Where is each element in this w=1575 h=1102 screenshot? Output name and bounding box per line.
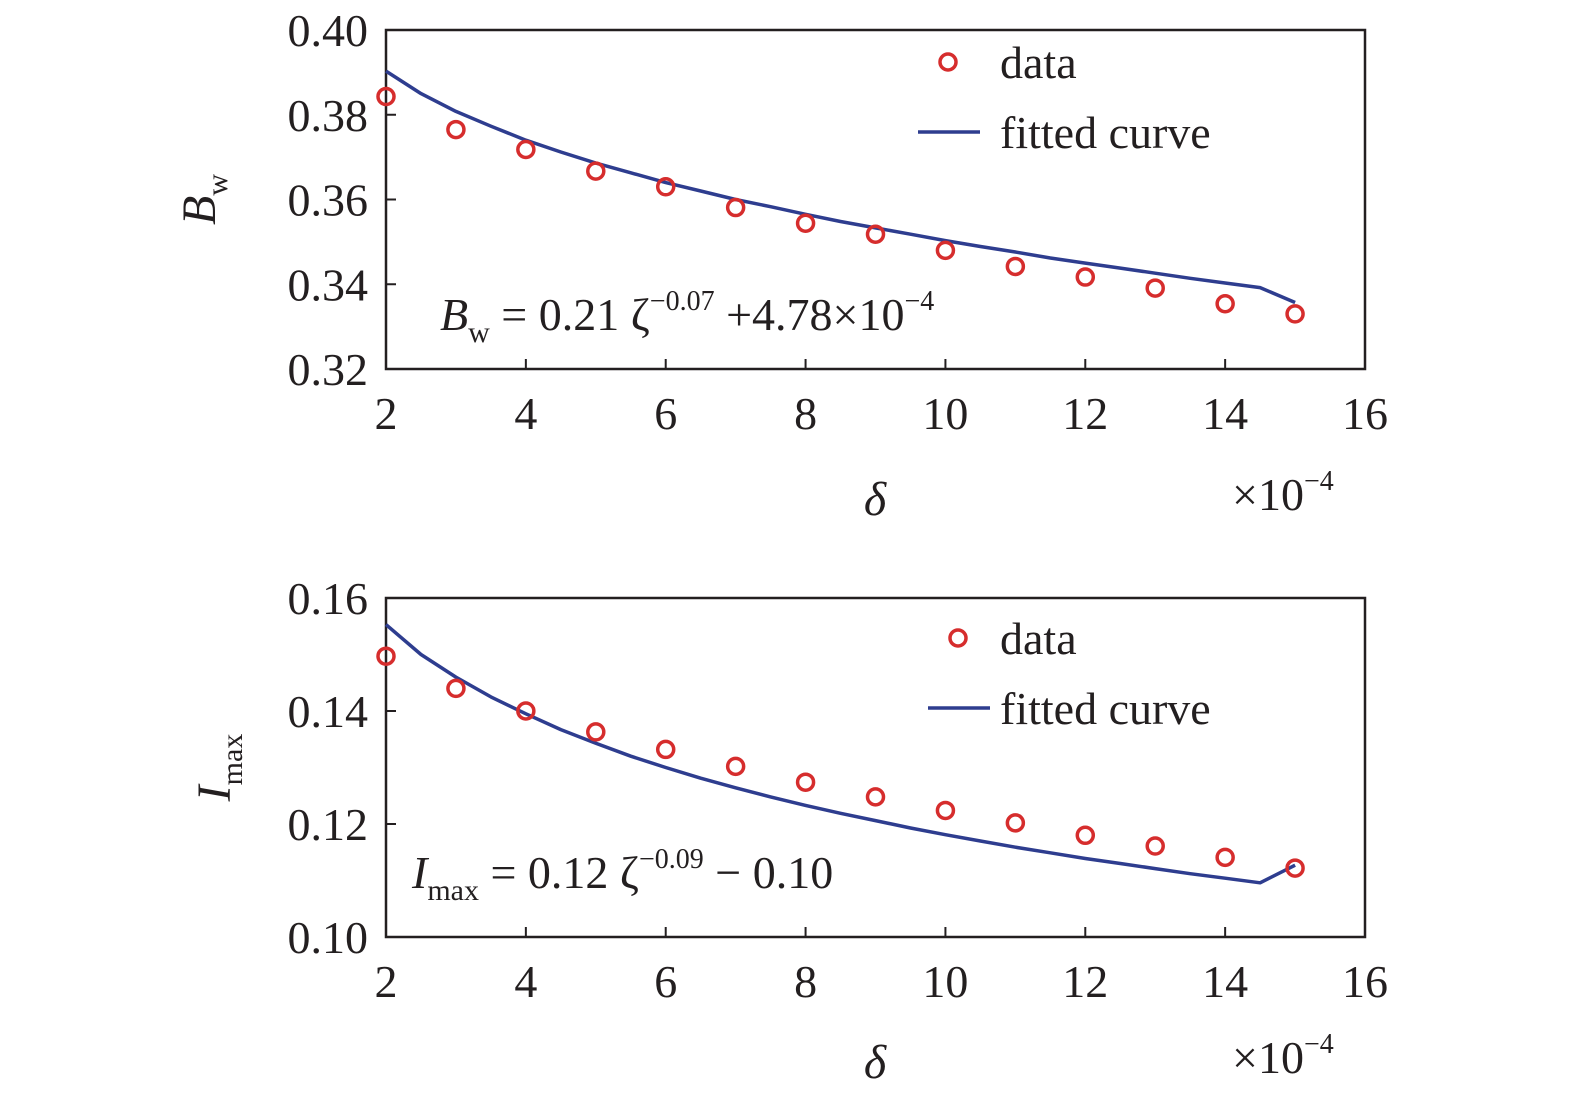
y-tick-label: 0.34 [288,259,369,310]
data-point [865,224,886,244]
series-fitted-curve-line [385,69,1296,305]
y-tick-label: 0.16 [288,573,369,624]
legend-label-data: data [1000,613,1077,664]
x-tick-label: 10 [922,956,968,1007]
y-axis-label: Imax [188,734,249,803]
data-point [655,177,676,197]
data-point [725,756,746,777]
data-point [586,722,606,742]
y-tick-label: 0.40 [288,5,369,56]
x-tick-label: 4 [514,956,537,1007]
series-fitted-curve-line [384,623,1296,885]
x-axis-multiplier: ×10−4 [1232,1029,1334,1083]
x-axis-label: δ [864,1036,887,1089]
x-tick-label: 16 [1342,956,1388,1007]
plot-frame [384,596,1367,939]
x-tick-label: 12 [1062,388,1108,439]
data-point [376,646,396,666]
legend: data fitted curve [928,613,1211,734]
x-tick-label: 10 [922,388,968,439]
y-tick-label: 0.14 [288,686,369,737]
legend: data fitted curve [918,37,1211,158]
x-tick-label: 6 [654,956,677,1007]
data-point [655,739,676,760]
y-tick-label: 0.36 [288,175,369,226]
data-point [1145,278,1165,298]
legend-marker-data [938,52,958,72]
data-point [516,139,536,160]
fit-equation: Imax = 0.12 ζ−0.09 − 0.10 [411,844,833,907]
legend-label-data: data [1000,37,1077,88]
legend-label-fit: fitted curve [1000,107,1211,158]
data-point [795,213,816,233]
x-tick-label: 6 [654,388,677,439]
legend-marker-data [948,628,968,648]
x-tick-label: 14 [1202,388,1248,439]
chart-panel-top: 2 4 6 8 10 12 14 16 0.32 0.34 0.36 0.38 0.40 δ ×10−4 Bw… [173,5,1388,526]
fit-equation: Bw = 0.21 ζ−0.07 +4.78×10−4 [440,286,934,349]
data-point [865,787,886,807]
y-tick-label: 0.32 [288,344,369,395]
data-point [1285,304,1305,324]
data-point [516,701,536,721]
data-point [1005,813,1026,833]
data-point [446,678,466,699]
y-tick-label: 0.12 [288,799,369,850]
data-point [1215,293,1235,314]
data-point [1075,267,1096,287]
x-tick-label: 8 [794,956,817,1007]
x-tick-label: 4 [514,388,537,439]
data-point [1285,858,1305,878]
x-tick-label: 14 [1202,956,1248,1007]
x-tick-label: 16 [1342,388,1388,439]
data-point [1145,836,1165,856]
x-tick-label: 12 [1062,956,1108,1007]
chart-panel-bottom: 2 4 6 8 10 12 14 16 0.10 0.12 0.14 0.16 δ ×10−4 Imax da… [188,573,1388,1089]
data-point [586,161,606,181]
x-axis-label: δ [864,473,887,526]
y-tick-label: 0.38 [288,90,369,141]
data-point [935,240,956,261]
data-point [446,119,466,140]
y-axis-label: Bw [173,174,234,225]
y-tick-label: 0.10 [288,912,369,963]
data-point [725,197,746,218]
data-point [935,800,956,821]
data-point [1075,825,1096,846]
data-point [376,86,396,107]
x-tick-label: 8 [794,388,817,439]
x-tick-label: 2 [375,956,398,1007]
x-tick-label: 2 [375,388,398,439]
legend-label-fit: fitted curve [1000,683,1211,734]
data-point [1215,847,1235,868]
data-point [795,772,816,792]
data-point [1005,256,1026,277]
x-axis-multiplier: ×10−4 [1232,466,1334,520]
